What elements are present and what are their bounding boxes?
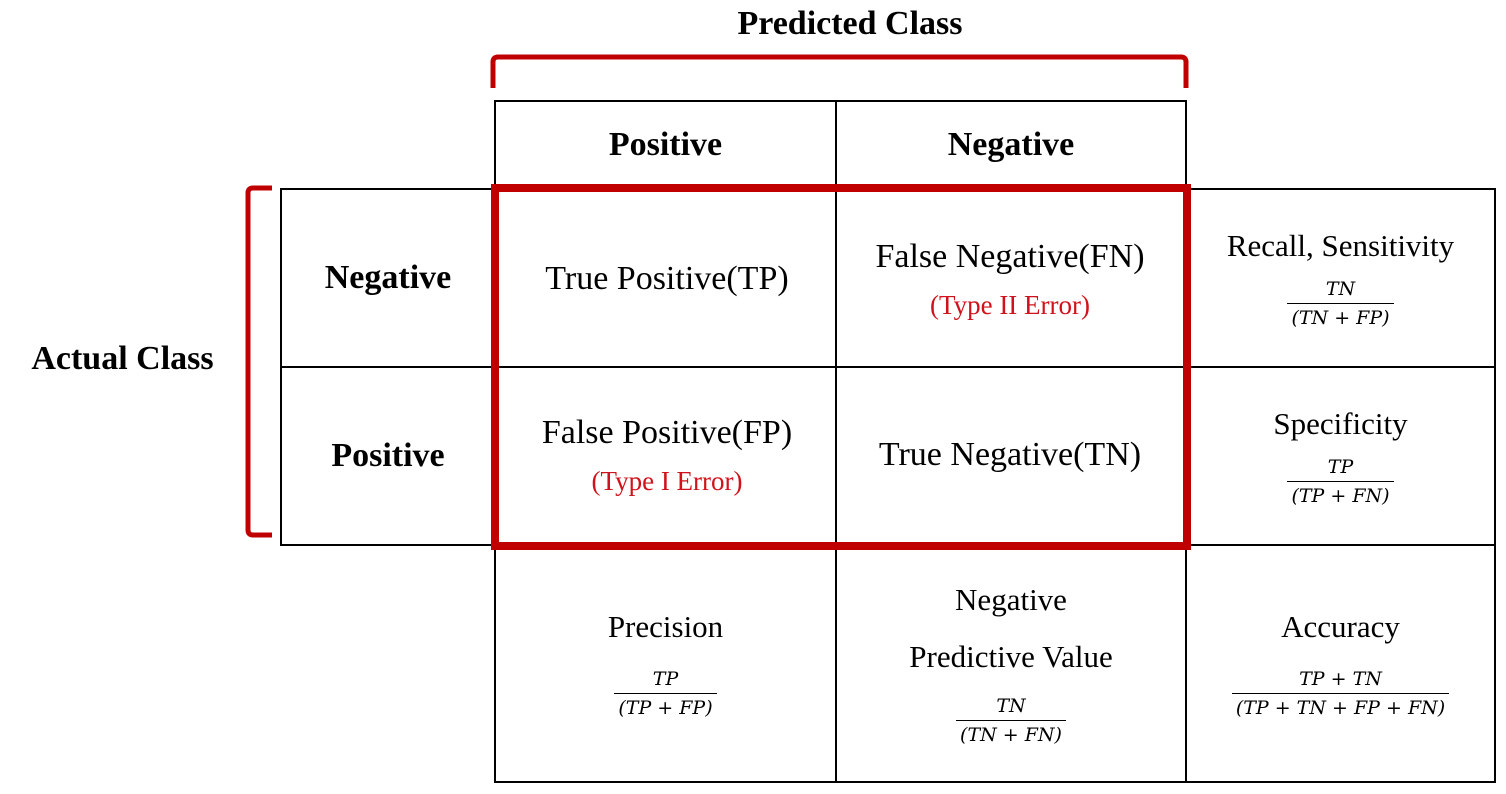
cell-label: False Positive(FP) (541, 414, 793, 452)
specificity-formula: TP (TP + FN) (1287, 456, 1394, 508)
grid-line (280, 366, 1496, 368)
formula-numerator: TP + TN (1299, 667, 1382, 690)
recall-formula: TN (TN + FP) (1287, 278, 1394, 330)
formula-denominator: (TP + TN + FP + FN) (1235, 696, 1446, 719)
column-header-positive: Positive (496, 102, 835, 188)
metric-accuracy: Accuracy TP + TN (TP + TN + FP + FN) (1187, 546, 1494, 781)
fraction-bar (956, 720, 1066, 722)
grid-line (280, 188, 282, 546)
cell-false-positive: False Positive(FP) (Type I Error) (499, 368, 835, 542)
metric-name: Recall, Sensitivity (1226, 227, 1455, 263)
metric-name: Accuracy (1281, 609, 1400, 645)
precision-formula: TP (TP + FP) (614, 667, 717, 719)
cell-true-positive: True Positive(TP) (499, 192, 835, 366)
predicted-class-bracket (490, 54, 1189, 88)
metric-precision: Precision TP (TP + FP) (496, 546, 835, 781)
cell-true-negative: True Negative(TN) (837, 368, 1183, 542)
grid-line (494, 100, 1186, 102)
fraction-bar (614, 692, 717, 694)
row-header-label: Negative (324, 259, 452, 296)
column-header-label: Negative (947, 126, 1075, 163)
cell-label: True Positive(TP) (545, 259, 789, 297)
formula-numerator: TN (1325, 278, 1356, 301)
metric-name-line2: Predictive Value (909, 639, 1113, 674)
actual-class-bracket (245, 185, 272, 538)
fraction-bar (1287, 303, 1394, 305)
type-ii-error-label: (Type II Error) (929, 289, 1091, 320)
predicted-class-title: Predicted Class (737, 5, 963, 42)
npv-formula: TN (TN + FN) (956, 695, 1066, 746)
metric-name-line1: Negative (955, 581, 1067, 617)
formula-numerator: TP (1327, 456, 1354, 479)
formula-denominator: (TN + FN) (960, 724, 1062, 747)
formula-numerator: TN (996, 695, 1026, 718)
metric-recall: Recall, Sensitivity TN (TN + FP) (1187, 190, 1494, 366)
row-header-negative: Negative (282, 190, 494, 366)
metric-negative-predictive-value: Negative Predictive Value TN (TN + FN) (837, 546, 1185, 781)
cell-label: True Negative(TN) (878, 435, 1142, 473)
formula-denominator: (TN + FP) (1291, 307, 1390, 330)
cell-label: False Negative(FN) (875, 238, 1145, 276)
fraction-bar (1231, 692, 1450, 694)
column-header-negative: Negative (837, 102, 1185, 188)
grid-line (494, 781, 1496, 783)
formula-numerator: TP (652, 667, 679, 690)
formula-denominator: (TP + FN) (1291, 485, 1390, 508)
row-header-positive: Positive (282, 368, 494, 544)
accuracy-formula: TP + TN (TP + TN + FP + FN) (1231, 667, 1450, 719)
metric-name: Precision (607, 609, 724, 645)
grid-line (835, 100, 837, 783)
metric-specificity: Specificity TP (TP + FN) (1187, 368, 1494, 544)
actual-class-title: Actual Class (31, 340, 214, 377)
cell-false-negative: False Negative(FN) (Type II Error) (837, 192, 1183, 366)
grid-line (1494, 188, 1496, 783)
confusion-matrix-highlight (491, 184, 1191, 550)
type-i-error-label: (Type I Error) (591, 465, 743, 496)
fraction-bar (1287, 481, 1394, 483)
formula-denominator: (TP + FP) (618, 696, 713, 719)
metric-name: Specificity (1273, 405, 1408, 441)
row-header-label: Positive (331, 437, 445, 474)
column-header-label: Positive (608, 126, 723, 163)
